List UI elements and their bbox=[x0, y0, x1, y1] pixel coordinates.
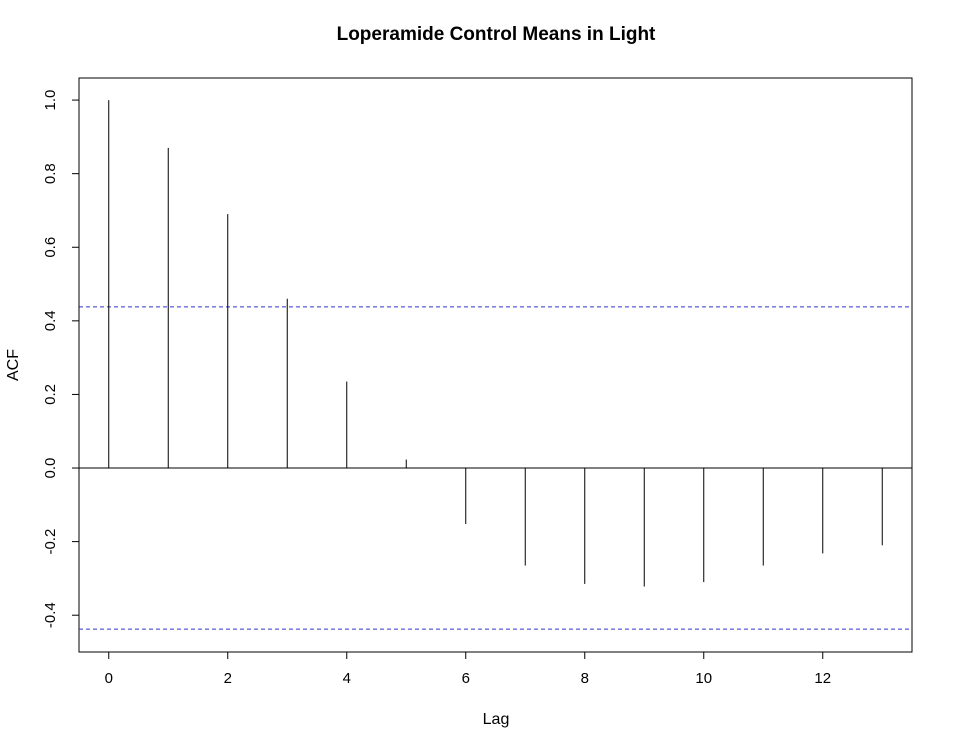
y-tick-label: 0.8 bbox=[42, 163, 59, 184]
y-tick-label: 1.0 bbox=[42, 90, 59, 111]
x-tick-label: 10 bbox=[695, 670, 712, 687]
y-tick-label: 0.6 bbox=[42, 237, 59, 258]
y-axis-label: ACF bbox=[5, 349, 22, 381]
acf-bars bbox=[108, 100, 883, 587]
y-tick-label: -0.4 bbox=[42, 602, 59, 628]
chart-title: Loperamide Control Means in Light bbox=[337, 24, 656, 45]
x-tick-label: 12 bbox=[814, 670, 831, 687]
x-tick-label: 2 bbox=[224, 670, 232, 687]
plot-frame bbox=[78, 77, 913, 653]
x-tick-label: 4 bbox=[343, 670, 351, 687]
x-tick-label: 0 bbox=[105, 670, 113, 687]
y-tick-label: 0.0 bbox=[42, 458, 59, 479]
x-axis: 0 2 4 6 8 10 12 bbox=[105, 651, 831, 687]
x-tick-label: 8 bbox=[581, 670, 589, 687]
y-tick-label: -0.2 bbox=[42, 529, 59, 555]
confidence-bounds bbox=[79, 306, 912, 630]
x-tick-label: 6 bbox=[462, 670, 470, 687]
y-tick-label: 0.4 bbox=[42, 310, 59, 331]
x-axis-label: Lag bbox=[483, 711, 510, 728]
y-tick-label: 0.2 bbox=[42, 384, 59, 405]
y-axis: -0.4 -0.2 0.0 0.2 0.4 0.6 0.8 1.0 bbox=[42, 90, 80, 628]
